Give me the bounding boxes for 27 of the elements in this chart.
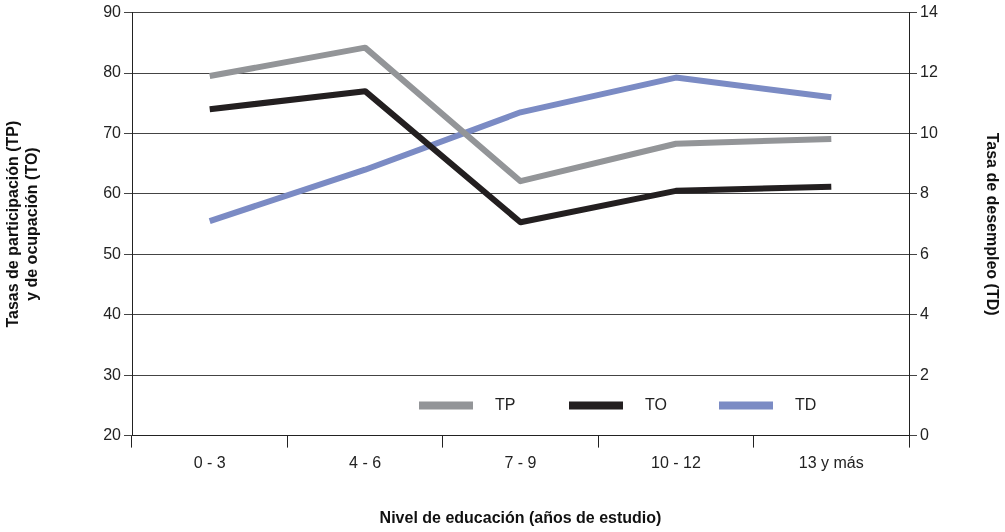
legend-label: TP	[495, 396, 516, 414]
y2-tick-label: 14	[920, 3, 938, 21]
y-tick-label: 20	[103, 426, 122, 444]
y-tick-label: 90	[103, 3, 122, 21]
x-tick-label: 0 - 3	[193, 453, 226, 471]
y2-axis-title: Tasa de desempleo (TD)	[983, 132, 1001, 316]
x-axis-title: Nivel de educación (años de estudio)	[379, 508, 662, 526]
y-tick-label: 40	[103, 305, 122, 323]
x-tick-label: 7 - 9	[504, 453, 537, 471]
y2-tick-label: 10	[920, 123, 938, 141]
y2-tick-label: 2	[920, 365, 929, 383]
y2-tick-label: 12	[920, 63, 938, 81]
y-tick-label: 70	[103, 123, 122, 141]
x-tick-label: 13 y más	[798, 453, 864, 471]
y2-tick-label: 4	[920, 305, 929, 323]
y-tick-label: 80	[103, 63, 122, 81]
legend-label: TO	[645, 396, 667, 414]
legend-label: TD	[795, 396, 817, 414]
y2-tick-label: 0	[920, 426, 929, 444]
y-tick-label: 50	[103, 244, 122, 262]
y-tick-label: 30	[103, 365, 122, 383]
y-axis-title: Tasas de participación (TP) y de ocupación (TO)	[4, 120, 41, 328]
y2-tick-label: 8	[920, 184, 929, 202]
x-tick-label: 10 - 12	[650, 453, 701, 471]
y-tick-label: 60	[103, 184, 122, 202]
x-tick-label: 4 - 6	[349, 453, 382, 471]
y2-tick-label: 6	[920, 244, 929, 262]
